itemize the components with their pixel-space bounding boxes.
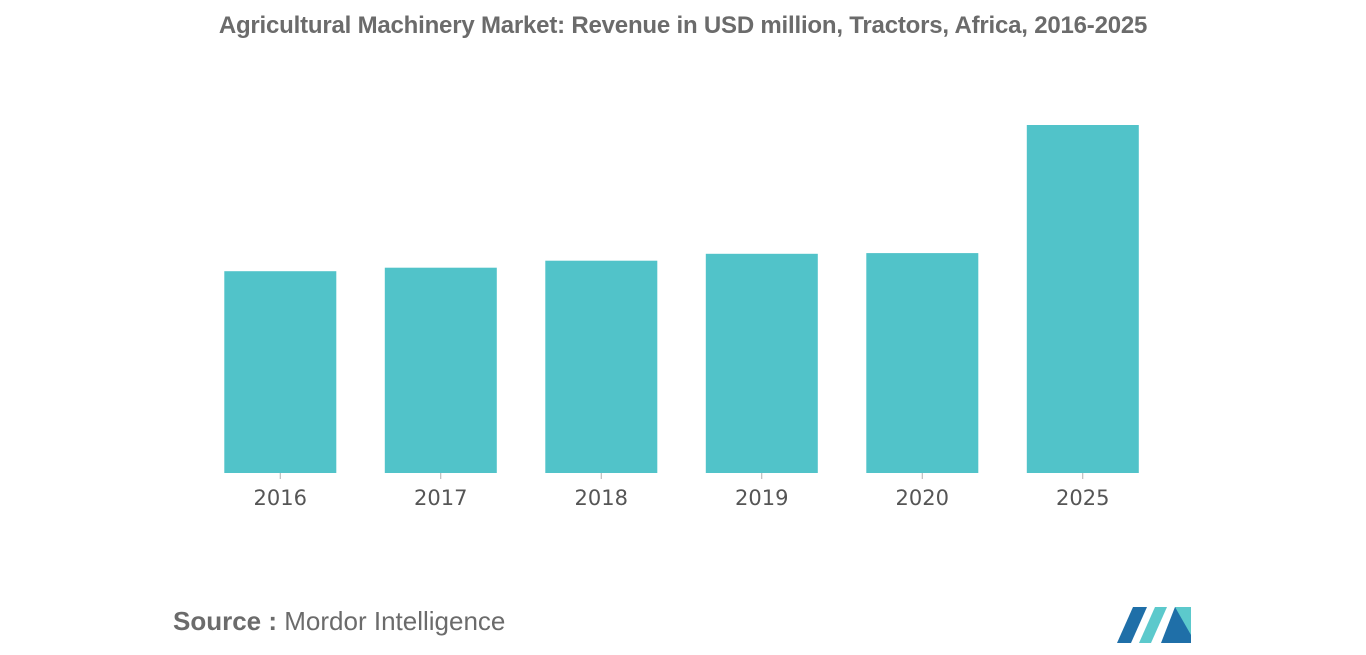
logo-shape-left (1117, 607, 1147, 643)
x-tick-label-2017: 2017 (414, 486, 467, 510)
x-tick-label-2025: 2025 (1056, 486, 1109, 510)
bar-2019 (705, 253, 818, 473)
logo-shape-accent (1175, 607, 1191, 635)
source-label: Source : (173, 606, 278, 636)
x-tick-label-2016: 2016 (254, 486, 307, 510)
mordor-intelligence-logo-icon (1117, 607, 1191, 643)
x-tick-label-2018: 2018 (575, 486, 628, 510)
source-name: Mordor Intelligence (284, 606, 506, 636)
chart-title: Agricultural Machinery Market: Revenue i… (218, 12, 1148, 39)
bar-2020 (866, 253, 979, 473)
logo-shape-middle (1139, 607, 1167, 643)
bar-2016 (224, 271, 337, 473)
source-note: Source : Mordor Intelligence (173, 606, 505, 637)
x-tick-label-2020: 2020 (896, 486, 949, 510)
x-tick-label-2019: 2019 (735, 486, 788, 510)
bar-2025 (1026, 125, 1139, 473)
bar-2017 (384, 267, 497, 473)
bar-2018 (545, 260, 658, 473)
